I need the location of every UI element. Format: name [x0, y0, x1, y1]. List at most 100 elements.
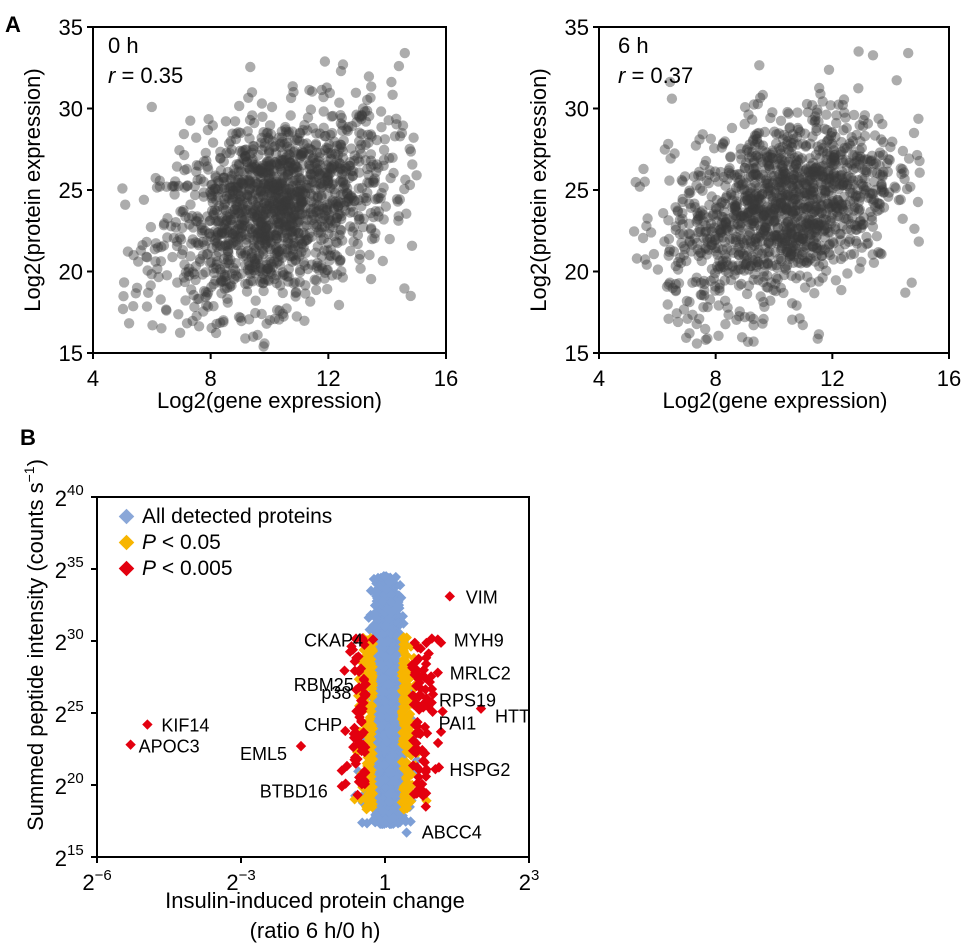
scatter-0h-point	[293, 217, 304, 228]
scatter-0h-point	[273, 256, 284, 267]
scatter-0h-point	[264, 254, 275, 265]
scatter-0h-point	[293, 228, 304, 239]
scatter-0h-point	[223, 238, 234, 250]
scatter-0h-point	[281, 126, 292, 137]
scatter-0h-point	[300, 202, 311, 213]
scatter-0h-point	[274, 180, 285, 191]
scatter-0h-point	[138, 194, 150, 205]
scatter-6h-point	[736, 332, 748, 343]
scatter-0h-point	[242, 221, 254, 232]
scatter-0h-point	[314, 147, 326, 159]
scatter-6h-point	[709, 143, 720, 154]
scatter-6h-point	[749, 163, 760, 174]
scatter-0h-point	[242, 126, 253, 137]
scatter-0h-point	[319, 56, 331, 67]
scatter-0h-point	[317, 263, 328, 274]
scatter-6h-point	[693, 213, 704, 225]
scatter-0h-point	[313, 200, 325, 211]
scatter-0h-point	[149, 244, 160, 255]
scatter-0h-point	[281, 243, 292, 255]
scatter-0h-point	[236, 223, 248, 234]
scatter-0h-point	[277, 308, 288, 319]
scatter-0h-point	[263, 179, 274, 190]
scatter-0h-point	[275, 178, 287, 190]
scatter-0h-point	[272, 224, 284, 236]
scatter-0h-point	[241, 197, 253, 208]
scatter-0h-point	[141, 236, 152, 248]
scatter-0h-point	[307, 122, 318, 134]
scatter-6h-point	[897, 213, 908, 224]
scatter-0h-point	[234, 145, 246, 157]
scatter-0h-point	[360, 116, 372, 127]
scatter-0h-point	[281, 188, 292, 199]
scatter-0h-point	[325, 250, 337, 262]
scatter-0h-point	[368, 175, 379, 186]
scatter-0h-point	[378, 182, 389, 193]
scatter-0h-point	[179, 149, 190, 161]
scatter-0h-point	[279, 138, 290, 150]
scatter-6h-point	[855, 215, 866, 226]
scatter-0h-point	[290, 210, 301, 221]
scatter-6h-point	[851, 129, 862, 141]
scatter-0h-point	[291, 201, 303, 213]
scatter-0h-point	[314, 173, 325, 184]
scatter-0h-point	[118, 291, 129, 302]
scatter-0h-point	[380, 201, 392, 212]
scatter-0h-point	[294, 173, 305, 184]
scatter-0h-point	[332, 269, 343, 280]
scatter-6h-point	[792, 107, 803, 118]
scatter-0h-point	[234, 100, 245, 112]
scatter-0h-point	[359, 106, 371, 117]
scatter-0h-point	[249, 117, 260, 129]
scatter-0h-point	[278, 157, 289, 168]
scatter-0h-point	[290, 286, 302, 298]
scatter-0h-point	[335, 110, 346, 121]
scatter-6h-point	[759, 126, 770, 138]
scatter-0h-point	[255, 185, 267, 197]
scatter-6h-point	[723, 167, 735, 178]
scatter-6h-point	[781, 228, 792, 240]
scatter-0h-point	[321, 205, 332, 216]
scatter-0h-point	[311, 199, 323, 210]
scatter-0h-point	[219, 223, 230, 235]
scatter-0h-point	[239, 154, 250, 165]
scatter-0h-point	[269, 203, 281, 215]
scatter-0h-point	[324, 250, 335, 261]
scatter-0h-point	[289, 135, 300, 146]
scatter-0h-point	[289, 240, 301, 252]
scatter-0h-point	[293, 149, 304, 160]
scatter-0h-point	[279, 221, 291, 232]
scatter-0h-point	[241, 212, 252, 223]
scatter-0h-point	[311, 262, 322, 273]
scatter-0h-point	[233, 311, 245, 323]
scatter-0h-point	[287, 163, 298, 174]
scatter-0h-point	[258, 160, 269, 171]
scatter-0h-point	[258, 277, 269, 289]
scatter-0h-point	[153, 271, 164, 283]
scatter-6h-xtick-label: 4	[593, 366, 605, 391]
scatter-0h-point	[264, 200, 275, 212]
scatter-0h-point	[337, 59, 349, 70]
scatter-0h-point	[251, 159, 262, 170]
scatter-6h-point	[796, 222, 807, 233]
scatter-0h-point	[237, 178, 249, 189]
scatter-0h-point	[326, 179, 338, 190]
scatter-0h-point	[301, 234, 313, 246]
scatter-6h-point	[637, 232, 649, 244]
scatter-0h-point	[255, 186, 266, 198]
scatter-0h-point	[255, 216, 267, 227]
scatter-0h-point	[279, 269, 290, 280]
scatter-0h-point	[336, 225, 347, 236]
scatter-0h-point	[193, 213, 204, 224]
scatter-0h-point	[366, 223, 377, 234]
scatter-0h-point	[319, 221, 330, 232]
scatter-0h-point	[216, 288, 227, 299]
scatter-0h-point	[302, 174, 313, 185]
scatter-0h-point	[236, 166, 247, 177]
scatter-0h-point	[183, 270, 195, 281]
scatter-0h-point	[236, 195, 247, 207]
scatter-0h-point	[325, 244, 336, 255]
scatter-0h-point	[296, 246, 307, 258]
scatter-0h-point	[283, 206, 294, 217]
scatter-0h-point	[290, 255, 301, 266]
